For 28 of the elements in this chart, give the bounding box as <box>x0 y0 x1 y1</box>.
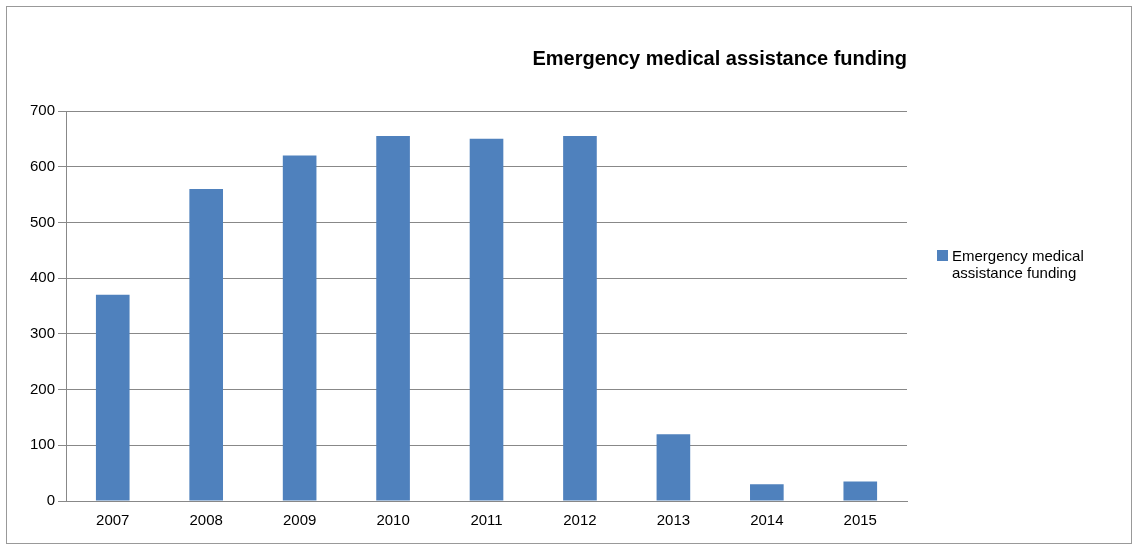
y-tick-label: 600 <box>30 156 56 174</box>
x-tick-label: 2013 <box>656 511 691 529</box>
bar <box>189 189 224 501</box>
x-tick-label: 2014 <box>750 511 784 529</box>
y-tick-label: 200 <box>30 379 56 397</box>
bar <box>656 434 691 501</box>
chart-title: Emergency medical assistance funding <box>532 46 907 69</box>
bar <box>750 484 784 501</box>
bar <box>376 136 410 501</box>
bar <box>563 136 597 501</box>
bar <box>282 155 317 501</box>
x-tick-label: 2007 <box>96 511 130 529</box>
x-tick-label: 2012 <box>563 511 597 529</box>
y-tick-label: 100 <box>30 435 56 453</box>
bar <box>469 138 504 501</box>
legend-label: Emergency medical assistance funding <box>952 247 1085 281</box>
y-tick-label: 300 <box>30 324 56 341</box>
x-tick-label: 2008 <box>189 511 223 529</box>
bar <box>843 481 878 501</box>
bar <box>95 294 130 501</box>
x-tick-label: 2009 <box>282 511 317 529</box>
y-tick-label: 400 <box>30 268 56 286</box>
y-tick-label: 500 <box>30 212 56 230</box>
x-tick-label: 2010 <box>376 511 410 529</box>
y-tick-label: 700 <box>30 101 56 119</box>
y-tick-label: 0 <box>46 491 56 509</box>
x-tick-label: 2015 <box>843 511 877 529</box>
x-tick-label: 2011 <box>470 511 503 529</box>
